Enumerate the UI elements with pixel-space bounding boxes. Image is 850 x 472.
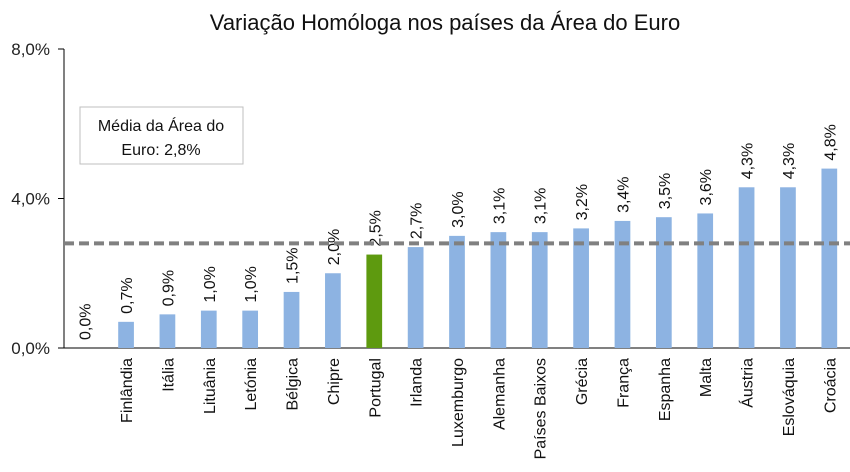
category-label: Lituânia [202, 358, 219, 414]
y-tick-label: 8,0% [11, 40, 50, 59]
data-label: 0,0% [78, 304, 95, 340]
bar [366, 254, 383, 348]
category-label: França [615, 358, 632, 408]
category-label: Alemanha [491, 358, 508, 430]
bar [738, 187, 755, 348]
chart-title: Variação Homóloga nos países da Área do … [210, 10, 680, 35]
y-axis: 0,0% 4,0% 8,0% [11, 40, 850, 358]
category-label: Finlândia [119, 358, 136, 423]
category-label: Grécia [574, 358, 591, 405]
data-label: 3,0% [450, 191, 467, 227]
bar [614, 220, 631, 348]
bar [118, 321, 134, 348]
bar [200, 310, 217, 348]
category-label: Luxemburgo [450, 358, 467, 447]
data-label: 1,5% [285, 247, 302, 283]
bar [283, 291, 300, 348]
bar [780, 187, 796, 348]
bar [573, 228, 589, 348]
category-label: Bélgica [285, 358, 302, 411]
bar [325, 273, 341, 348]
data-label: 1,0% [202, 266, 219, 302]
data-label: 3,4% [615, 176, 632, 212]
bar [655, 217, 672, 348]
data-label: 2,0% [326, 229, 343, 265]
category-label: Irlanda [409, 358, 426, 407]
category-label: Letónia [243, 358, 260, 411]
data-label: 3,2% [574, 184, 591, 220]
data-label: 2,7% [409, 203, 426, 239]
category-label: Países Baixos [533, 358, 550, 459]
bar [242, 310, 259, 348]
data-labels: 0,0% 0,7% 0,9% 1,0% 1,0% 1,5% 2,0% 2,5% 2,7% 3,0%… [78, 124, 840, 340]
category-label: Malta [698, 358, 715, 397]
category-label: Eslováquia [781, 358, 798, 436]
data-label: 3,6% [698, 169, 715, 205]
category-label: Chipre [326, 358, 343, 405]
data-label: 3,5% [657, 173, 674, 209]
data-label: 0,9% [160, 270, 177, 306]
x-axis-labels: Finlândia Itália Lituânia Letónia Bélgica Chi… [119, 358, 839, 459]
category-label: Áustria [738, 358, 757, 408]
y-tick-label: 4,0% [11, 190, 50, 209]
reference-label-line1: Média da Área do [98, 116, 224, 135]
data-label: 0,7% [119, 277, 136, 313]
category-label: Portugal [367, 358, 384, 418]
bar [697, 213, 714, 348]
bar [159, 314, 176, 348]
category-label: Croácia [822, 358, 839, 413]
bars [118, 168, 838, 348]
data-label: 4,8% [822, 124, 839, 160]
bar [531, 232, 548, 348]
data-label: 2,5% [367, 210, 384, 246]
data-label: 4,3% [740, 143, 757, 179]
category-label: Espanha [657, 358, 674, 421]
bar [407, 247, 424, 348]
bar [821, 168, 838, 348]
data-label: 3,1% [533, 188, 550, 224]
reference-annotation: Média da Área do Euro: 2,8% [79, 106, 244, 165]
data-label: 4,3% [781, 143, 798, 179]
y-tick-label: 0,0% [11, 339, 50, 358]
data-label: 3,1% [491, 188, 508, 224]
category-label: Itália [160, 358, 177, 392]
bar [490, 232, 507, 348]
bar [449, 235, 465, 348]
data-label: 1,0% [243, 266, 260, 302]
reference-label-line2: Euro: 2,8% [121, 142, 200, 159]
